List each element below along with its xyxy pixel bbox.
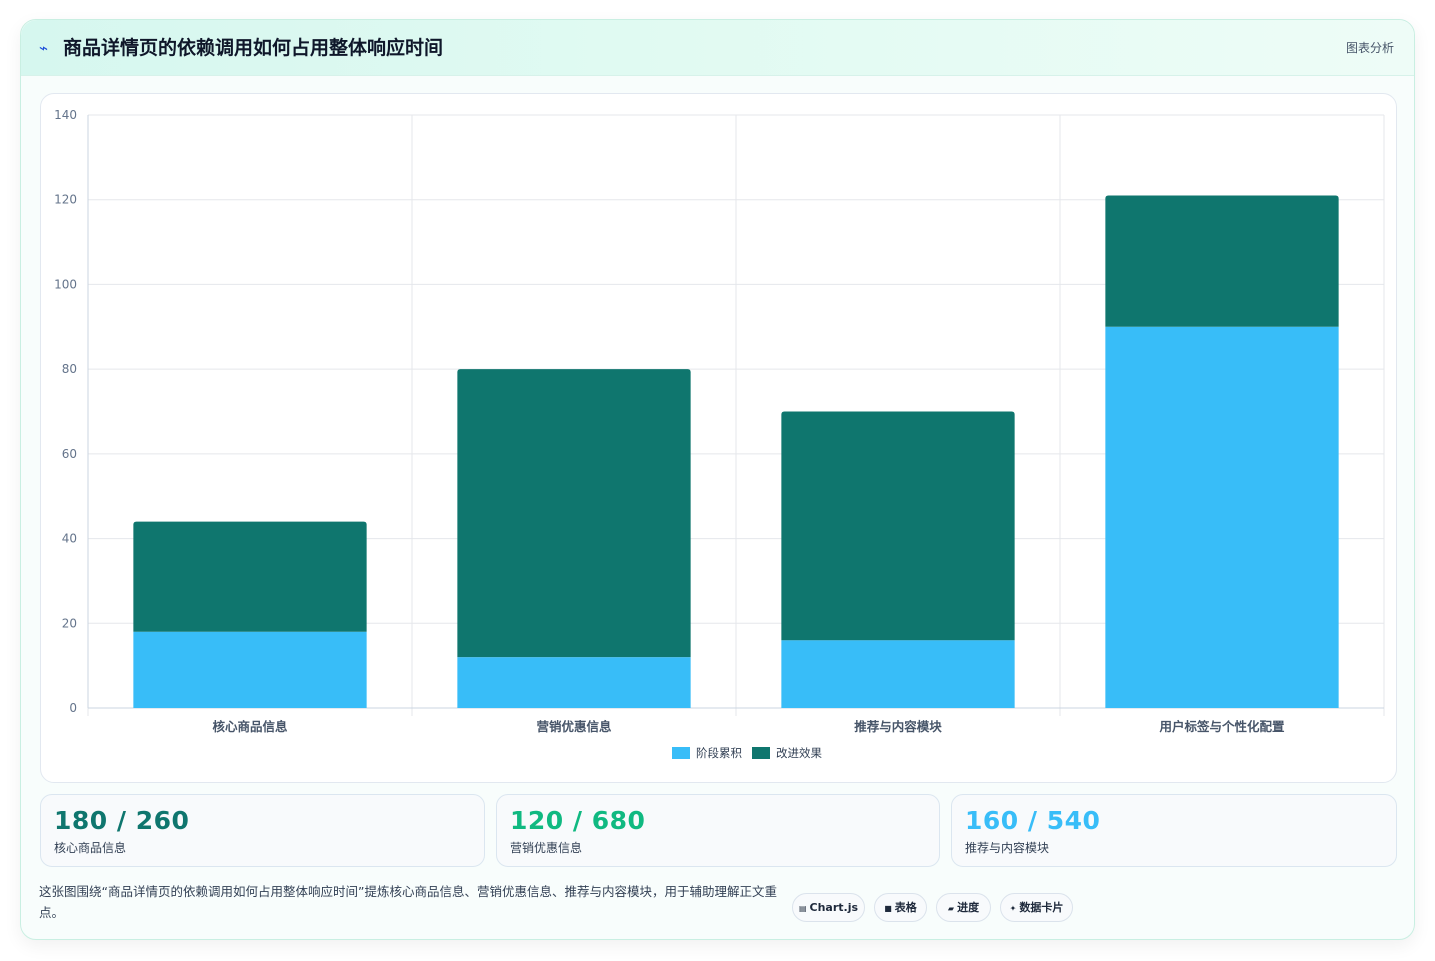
stat-value: 120 / 680 (510, 806, 646, 835)
x-tick-label: 推荐与内容模块 (854, 719, 942, 734)
x-tick-label: 用户标签与个性化配置 (1158, 719, 1285, 734)
pill-label: 表格 (894, 901, 917, 914)
legend-swatch (672, 747, 690, 759)
stat-card-core: 180 / 260 核心商品信息 (40, 794, 485, 867)
y-tick-label: 120 (54, 193, 77, 207)
legend-label: 阶段累积 (696, 746, 742, 760)
bar-segment (781, 411, 1015, 641)
y-tick-label: 80 (62, 362, 77, 376)
stat-card-recommend: 160 / 540 推荐与内容模块 (951, 794, 1397, 867)
y-tick-label: 20 (62, 616, 77, 630)
pill-progress[interactable]: ▰ 进度 (936, 893, 991, 922)
card-header: ⌁ 商品详情页的依赖调用如何占用整体响应时间 图表分析 (21, 20, 1414, 76)
trend-line-icon: ⌁ (39, 39, 49, 57)
bar-segment (133, 521, 367, 632)
pill-label: 进度 (957, 901, 980, 914)
y-tick-label: 60 (62, 447, 77, 461)
chart-icon: ▤ (798, 904, 807, 913)
chart-title: 商品详情页的依赖调用如何占用整体响应时间 (63, 37, 444, 59)
bar-segment (1105, 195, 1339, 327)
bar-segment (1105, 326, 1339, 708)
table-icon: ■ (884, 904, 892, 913)
x-tick-label: 营销优惠信息 (536, 719, 612, 734)
pill-label: 数据卡片 (1019, 901, 1064, 914)
legend-swatch (752, 747, 770, 759)
y-tick-label: 140 (54, 108, 77, 122)
pill-table[interactable]: ■ 表格 (874, 893, 927, 922)
y-tick-label: 0 (69, 701, 77, 715)
progress-icon: ▰ (947, 904, 955, 913)
bar-segment (457, 657, 691, 708)
pill-label: Chart.js (809, 901, 859, 914)
stat-value: 180 / 260 (54, 806, 190, 835)
bar-segment (781, 640, 1015, 708)
stat-label: 核心商品信息 (54, 841, 127, 855)
pill-datacard[interactable]: ✦ 数据卡片 (1000, 893, 1073, 922)
header-tag: 图表分析 (1345, 41, 1394, 55)
stat-label: 推荐与内容模块 (965, 841, 1050, 855)
legend-label: 改进效果 (776, 746, 822, 760)
bar-segment (133, 631, 367, 708)
stat-card-marketing: 120 / 680 营销优惠信息 (496, 794, 940, 867)
bar-segment (457, 369, 691, 658)
pill-chartjs[interactable]: ▤ Chart.js (792, 893, 865, 922)
y-tick-label: 100 (54, 277, 77, 291)
sparkle-icon: ✦ (1009, 904, 1017, 913)
y-tick-label: 40 (62, 532, 77, 546)
x-tick-label: 核心商品信息 (212, 719, 288, 734)
chart-note: 这张图围绕“商品详情页的依赖调用如何占用整体响应时间”提炼核心商品信息、营销优惠… (39, 884, 777, 920)
stat-label: 营销优惠信息 (510, 841, 583, 855)
stat-value: 160 / 540 (965, 806, 1101, 835)
chart-card: ⌁ 商品详情页的依赖调用如何占用整体响应时间 图表分析 0 20 40 60 80 100… (20, 19, 1415, 940)
chart-panel: 0 20 40 60 80 100 120 140 核心商品信息 营销优惠信息 推荐与内容模块 用户标… (40, 93, 1397, 783)
stacked-bar-chart: 0 20 40 60 80 100 120 140 核心商品信息 营销优惠信息 推荐与内容模块 用户标… (54, 108, 1385, 760)
